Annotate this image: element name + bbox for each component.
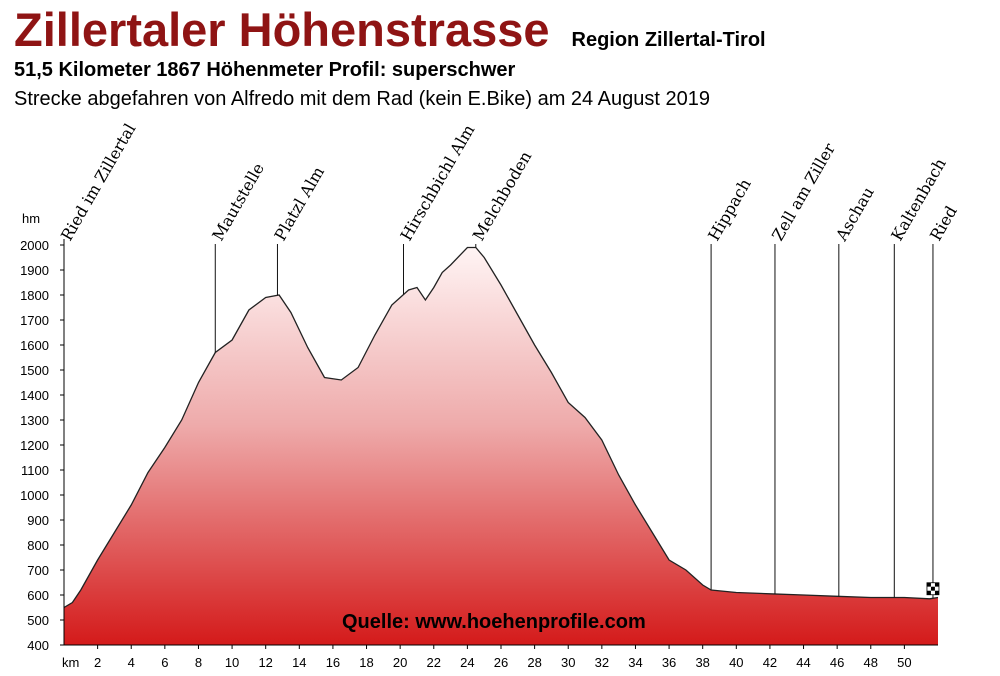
flag-border — [926, 582, 940, 596]
flag-square — [934, 590, 939, 595]
x-tick-label: 32 — [595, 655, 609, 670]
y-tick-label: 1900 — [20, 263, 49, 278]
y-tick-label: 1100 — [21, 463, 49, 478]
y-tick-label: 800 — [27, 538, 49, 553]
place-label: Ried — [926, 203, 961, 244]
x-tick-label: 48 — [864, 655, 878, 670]
flag-square — [930, 586, 935, 591]
y-tick-label: 1200 — [20, 438, 49, 453]
flag-square — [926, 586, 931, 591]
place-label: Hippach — [704, 175, 755, 244]
elevation-area — [64, 247, 938, 645]
x-tick-label: 18 — [359, 655, 373, 670]
y-tick-label: 1000 — [20, 488, 49, 503]
x-tick-label: 10 — [225, 655, 239, 670]
chart-title: Zillertaler Höhenstrasse — [14, 3, 550, 56]
y-tick-label: 1600 — [20, 338, 49, 353]
y-tick-label: 1700 — [20, 313, 49, 328]
x-tick-label: 40 — [729, 655, 743, 670]
flag-square — [930, 582, 935, 587]
y-tick-label: 400 — [27, 638, 49, 653]
y-axis-unit-label: hm — [22, 211, 40, 226]
y-tick-label: 600 — [27, 588, 49, 603]
flag-square — [934, 582, 939, 587]
y-tick-label: 1500 — [20, 363, 49, 378]
flag-square — [930, 590, 935, 595]
x-tick-label: 12 — [258, 655, 272, 670]
title-row: Zillertaler Höhenstrasse Region Zillertal… — [14, 2, 766, 57]
source-credit: Quelle: www.hoehenprofile.com — [342, 611, 646, 633]
x-tick-label: 28 — [527, 655, 541, 670]
flag-square — [926, 590, 931, 595]
place-label: Hirschbichl Alm — [397, 121, 479, 244]
x-tick-label: 8 — [195, 655, 202, 670]
x-tick-label: 46 — [830, 655, 844, 670]
x-tick-label: 38 — [695, 655, 709, 670]
y-tick-label: 2000 — [20, 238, 49, 253]
y-tick-label: 1400 — [20, 388, 49, 403]
x-tick-label: 14 — [292, 655, 306, 670]
flag-square — [926, 582, 931, 587]
y-tick-label: 900 — [27, 513, 49, 528]
x-tick-label: 6 — [161, 655, 168, 670]
place-label: Melchboden — [469, 148, 536, 244]
x-tick-label: 2 — [94, 655, 101, 670]
place-label: Aschau — [831, 184, 877, 245]
x-tick-label: 42 — [763, 655, 777, 670]
y-tick-label: 1300 — [20, 413, 49, 428]
x-tick-label: 20 — [393, 655, 407, 670]
x-tick-label: 50 — [897, 655, 911, 670]
elevation-line — [63, 246, 939, 609]
x-tick-label: 26 — [494, 655, 508, 670]
y-tick-label: 500 — [27, 613, 49, 628]
place-label: Ried im Zillertal — [57, 120, 139, 244]
y-tick-label: 1800 — [20, 288, 49, 303]
x-tick-label: 22 — [427, 655, 441, 670]
x-tick-label: 44 — [796, 655, 810, 670]
x-axis-unit-label: km — [62, 655, 79, 670]
x-tick-label: 4 — [128, 655, 135, 670]
place-label: Platzl Alm — [270, 163, 328, 244]
x-tick-label: 36 — [662, 655, 676, 670]
y-tick-label: 700 — [27, 563, 49, 578]
x-tick-label: 30 — [561, 655, 575, 670]
route-stats: 51,5 Kilometer 1867 Höhenmeter Profil: s… — [14, 59, 516, 81]
place-label: Mautstelle — [208, 160, 268, 244]
flag-square — [934, 586, 939, 591]
finish-flag-icon — [926, 582, 940, 596]
x-tick-label: 16 — [326, 655, 340, 670]
ride-note: Strecke abgefahren von Alfredo mit dem R… — [14, 88, 710, 110]
place-label: Zell am Ziller — [768, 140, 839, 244]
x-tick-label: 34 — [628, 655, 642, 670]
region-label: Region Zillertal-Tirol — [571, 29, 766, 51]
x-tick-label: 24 — [460, 655, 474, 670]
